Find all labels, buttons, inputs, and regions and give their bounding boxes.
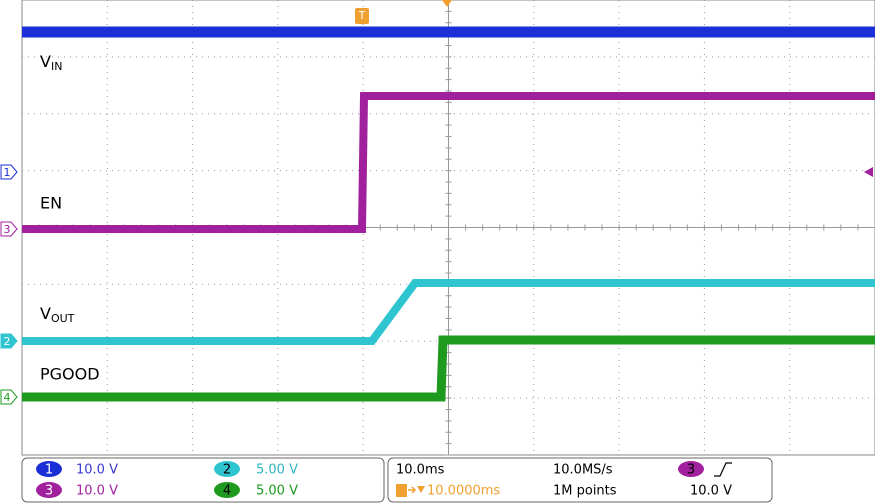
channel-badge [36, 482, 62, 498]
channel-marker: 3 [0, 221, 18, 237]
channel-marker-label: 2 [4, 335, 11, 348]
trigger-position-triangle [417, 486, 425, 493]
trace-ch4 [22, 335, 875, 402]
channel-number: 1 [45, 463, 53, 478]
channel-scale: 5.00 V [256, 484, 298, 499]
channel-number: 4 [223, 484, 231, 499]
channel-readout [21, 457, 385, 503]
record-length: 1M points [553, 484, 617, 499]
waveform-label: EN [40, 194, 62, 213]
trigger-marker-label: T [358, 9, 366, 22]
channel-scale: 10.0 V [76, 484, 118, 499]
channel-marker-label: 3 [4, 223, 11, 236]
channel-scale: 10.0 V [76, 463, 118, 478]
acquisition-readout [387, 457, 773, 503]
waveform-label: VIN [40, 52, 62, 74]
sample-rate: 10.0MS/s [553, 463, 613, 478]
channel-scale: 5.00 V [256, 463, 298, 478]
channel-badge [214, 461, 240, 477]
trigger-level: 10.0 V [690, 484, 732, 499]
channel-marker-label: 1 [4, 166, 11, 179]
waveform-label: VOUT [40, 304, 75, 326]
trigger-position-icon [396, 484, 407, 497]
channel-badge [214, 482, 240, 498]
channel-marker: 1 [0, 164, 18, 180]
trigger-position-arrow [442, 0, 452, 7]
trigger-position-arrow-icon [408, 486, 417, 494]
trigger-marker [355, 8, 369, 24]
channel-number: 2 [223, 463, 231, 478]
channel-marker-label: 4 [4, 391, 11, 404]
trigger-edge-icon [714, 462, 732, 477]
channel-marker: 2 [0, 333, 18, 349]
trace-ch2 [22, 279, 875, 345]
channel-badge [36, 461, 62, 477]
time-scale: 10.0ms [396, 463, 445, 478]
trigger-source: 3 [687, 463, 695, 478]
trigger-source-badge [678, 461, 704, 477]
trigger-position: 10.0000ms [427, 484, 500, 499]
trigger-level-arrow [864, 167, 873, 177]
channel-marker: 4 [0, 389, 18, 405]
trace-ch3 [22, 92, 875, 233]
waveform-label: PGOOD [40, 365, 100, 384]
channel-number: 3 [45, 484, 53, 499]
